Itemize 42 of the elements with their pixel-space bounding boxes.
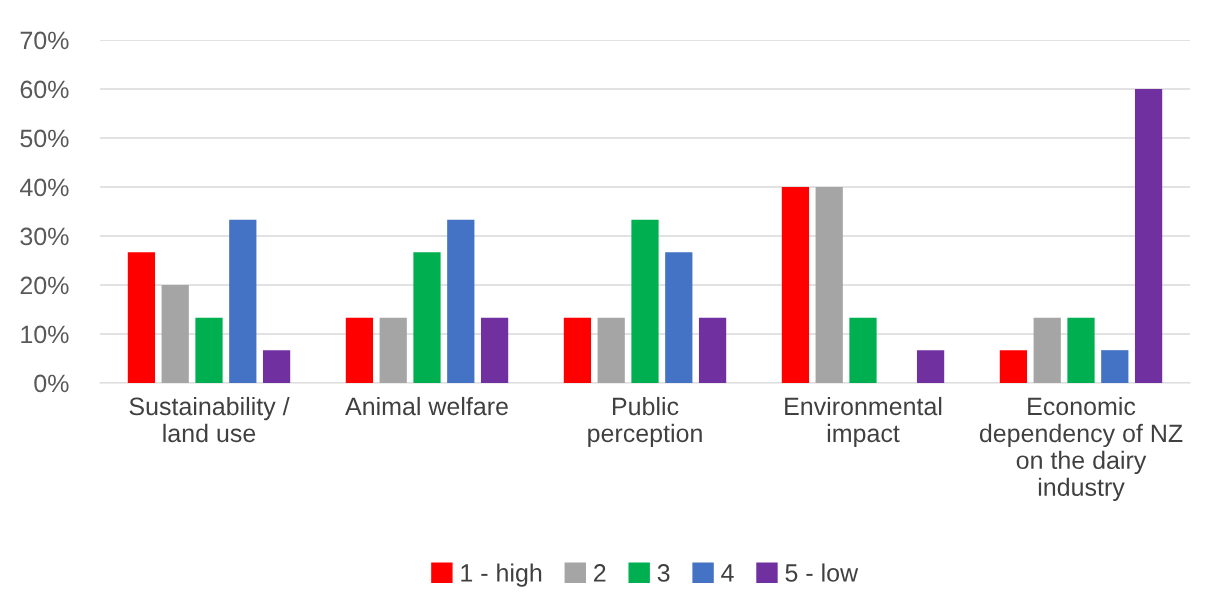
bar: [665, 252, 693, 383]
x-tick-label: Animal welfare: [345, 396, 508, 416]
legend-label: 4: [721, 564, 734, 582]
x-tick-label: Economic dependency of NZ on the dairy industry: [979, 396, 1183, 501]
bar: [999, 350, 1028, 383]
x-tick-label: Public perception: [588, 396, 702, 448]
bar: [781, 187, 810, 383]
y-tick-label: 70%: [20, 31, 69, 50]
bar: [127, 252, 156, 383]
bar: [1033, 317, 1061, 383]
bar: [631, 219, 659, 383]
legend-label: 1 - high: [461, 563, 542, 587]
bar: [379, 317, 407, 383]
y-tick-label: 0%: [34, 374, 69, 393]
y-tick-label: 10%: [21, 325, 69, 344]
y-tick-label: 20%: [20, 276, 69, 295]
x-tick-label: Sustainability / land use: [129, 396, 290, 443]
bar: [698, 317, 727, 383]
x-tick-label: Environmental impact: [785, 396, 942, 448]
y-tick-label: 30%: [20, 227, 69, 246]
bar: [597, 317, 625, 383]
legend-label: 2: [594, 564, 606, 582]
bar: [229, 219, 257, 383]
legend-label: 5 - low: [785, 563, 859, 582]
bar: [195, 317, 223, 383]
bar: [563, 317, 592, 383]
y-tick-label: 50%: [20, 129, 69, 148]
legend-label: 3: [657, 564, 670, 582]
bar: [480, 317, 509, 383]
y-tick-label: 40%: [19, 178, 69, 197]
bar: [413, 252, 441, 383]
bar: [1067, 317, 1095, 383]
bar: [1134, 89, 1163, 383]
bar: [1101, 350, 1129, 383]
bar: [916, 350, 945, 383]
bar: [262, 350, 291, 383]
bar: [345, 317, 374, 383]
bar: [849, 317, 877, 383]
y-tick-label: 60%: [20, 80, 69, 99]
bar: [161, 285, 189, 383]
bar: [447, 219, 475, 383]
bar: [815, 187, 843, 383]
